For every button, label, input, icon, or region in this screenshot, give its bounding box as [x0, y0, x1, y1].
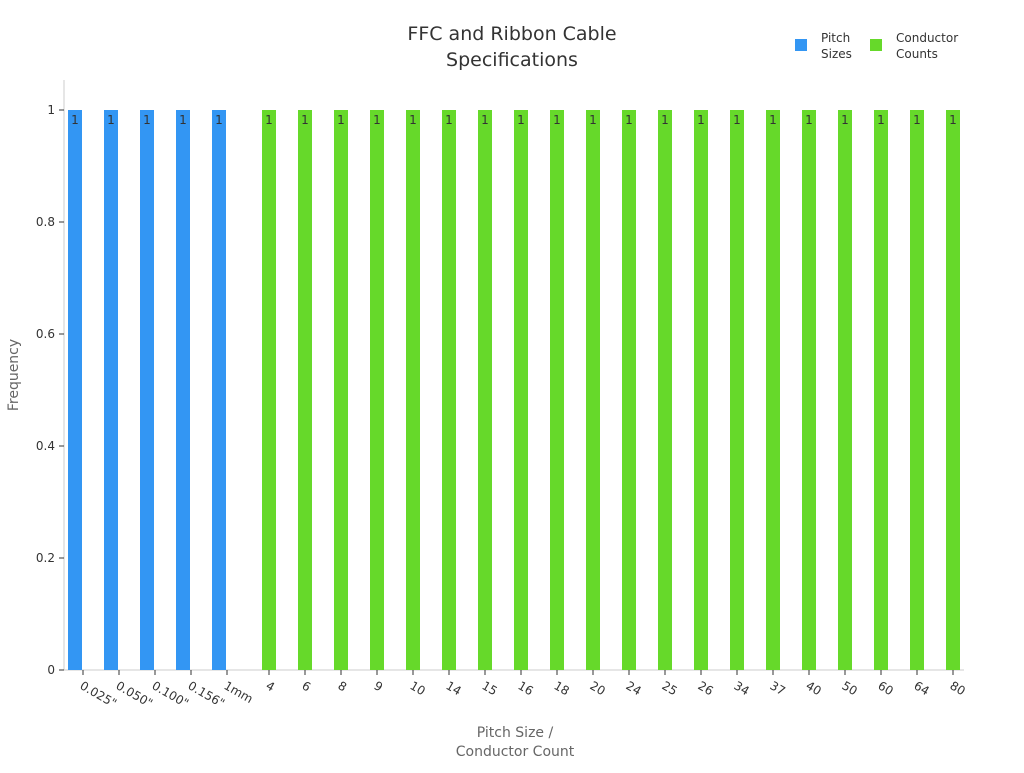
x-tick-label: 0.100"	[150, 678, 192, 710]
bar-conductor-count[interactable]	[478, 110, 492, 670]
bar-value-label: 1	[949, 113, 957, 127]
bar-conductor-count[interactable]	[622, 110, 636, 670]
bar-value-label: 1	[661, 113, 669, 127]
chart-title-line-1: FFC and Ribbon Cable	[407, 23, 616, 45]
x-tick-label: 10	[408, 678, 428, 698]
bar-pitch-size[interactable]	[104, 110, 118, 670]
legend-swatch-conductor-counts	[870, 39, 882, 51]
x-tick-label: 0.156"	[186, 678, 228, 710]
bar-value-label: 1	[143, 113, 151, 127]
y-tick-label: 0.6	[36, 327, 55, 341]
bar-conductor-count[interactable]	[370, 110, 384, 670]
x-tick-label: 0.025"	[78, 678, 120, 710]
x-axis-label-line-1: Pitch Size /	[477, 725, 554, 741]
legend-label-conductor-counts-line-2: Counts	[896, 47, 938, 61]
legend-swatch-pitch-sizes	[795, 39, 807, 51]
x-tick-label: 18	[552, 678, 572, 698]
x-tick-label: 14	[444, 678, 464, 698]
bar-value-label: 1	[553, 113, 561, 127]
bar-value-label: 1	[179, 113, 187, 127]
bar-conductor-count[interactable]	[406, 110, 420, 670]
chart-title-line-2: Specifications	[446, 49, 578, 71]
x-tick-label: 50	[840, 678, 860, 698]
bar-conductor-count[interactable]	[586, 110, 600, 670]
legend-label-pitch-sizes-line-1: Pitch	[821, 31, 850, 45]
x-tick-label: 64	[912, 678, 932, 698]
bar-value-label: 1	[337, 113, 345, 127]
bar-conductor-count[interactable]	[802, 110, 816, 670]
x-tick-label: 15	[480, 678, 500, 698]
y-tick-label: 0	[47, 663, 55, 677]
bar-value-label: 1	[265, 113, 273, 127]
legend-item-pitch-sizes[interactable]: Pitch Sizes	[795, 31, 852, 61]
x-tick-label: 9	[372, 678, 386, 694]
bar-value-label: 1	[445, 113, 453, 127]
bar-conductor-count[interactable]	[946, 110, 960, 670]
bar-conductor-count[interactable]	[730, 110, 744, 670]
bar-value-label: 1	[733, 113, 741, 127]
bar-pitch-size[interactable]	[176, 110, 190, 670]
bar-value-label: 1	[301, 113, 309, 127]
bar-value-label: 1	[589, 113, 597, 127]
x-tick-label: 34	[732, 678, 752, 698]
bar-conductor-count[interactable]	[334, 110, 348, 670]
x-tick-label: 24	[624, 678, 644, 698]
bar-conductor-count[interactable]	[874, 110, 888, 670]
bar-conductor-count[interactable]	[298, 110, 312, 670]
bar-value-label: 1	[107, 113, 115, 127]
bar-value-label: 1	[409, 113, 417, 127]
x-tick-label: 0.050"	[114, 678, 156, 710]
bar-conductor-count[interactable]	[658, 110, 672, 670]
y-tick-label: 0.8	[36, 215, 55, 229]
bar-conductor-count[interactable]	[550, 110, 564, 670]
y-tick-label: 0.4	[36, 439, 55, 453]
bar-conductor-count[interactable]	[262, 110, 276, 670]
bar-value-label: 1	[517, 113, 525, 127]
y-axis-label: Frequency	[6, 339, 22, 411]
bar-value-label: 1	[841, 113, 849, 127]
x-tick-label: 4	[264, 678, 278, 694]
bar-conductor-count[interactable]	[910, 110, 924, 670]
legend-label-pitch-sizes-line-2: Sizes	[821, 47, 852, 61]
bar-conductor-count[interactable]	[442, 110, 456, 670]
bar-conductor-count[interactable]	[694, 110, 708, 670]
x-tick-label: 37	[768, 678, 788, 698]
x-tick-label: 40	[804, 678, 824, 698]
legend: Pitch Sizes Conductor Counts	[795, 31, 958, 61]
x-tick-label: 20	[588, 678, 608, 698]
x-tick-label: 6	[300, 678, 314, 694]
bar-pitch-size[interactable]	[212, 110, 226, 670]
bar-value-label: 1	[913, 113, 921, 127]
bar-pitch-size[interactable]	[68, 110, 82, 670]
legend-item-conductor-counts[interactable]: Conductor Counts	[870, 31, 958, 61]
x-tick-label: 8	[336, 678, 350, 694]
y-tick-label: 1	[47, 103, 55, 117]
x-tick-label: 26	[696, 678, 716, 698]
x-tick-label: 25	[660, 678, 680, 698]
bar-value-label: 1	[697, 113, 705, 127]
x-tick-label: 16	[516, 678, 536, 698]
legend-label-conductor-counts-line-1: Conductor	[896, 31, 958, 45]
bar-value-label: 1	[769, 113, 777, 127]
y-tick-label: 0.2	[36, 551, 55, 565]
plot-area: 0 0.2 0.4 0.6 0.8 1 1 0.025" 1 0.050" 1 0.100" 1 0.15…	[36, 80, 968, 711]
bar-pitch-size[interactable]	[140, 110, 154, 670]
bar-conductor-count[interactable]	[514, 110, 528, 670]
x-tick-label: 60	[876, 678, 896, 698]
bar-conductor-count[interactable]	[766, 110, 780, 670]
bar-value-label: 1	[71, 113, 79, 127]
bar-value-label: 1	[481, 113, 489, 127]
bar-value-label: 1	[215, 113, 223, 127]
x-tick-label: 80	[948, 678, 968, 698]
bar-value-label: 1	[877, 113, 885, 127]
x-tick-label: 1mm	[222, 678, 256, 706]
bar-value-label: 1	[373, 113, 381, 127]
bar-value-label: 1	[625, 113, 633, 127]
bar-conductor-count[interactable]	[838, 110, 852, 670]
bar-value-label: 1	[805, 113, 813, 127]
x-axis-label-line-2: Conductor Count	[456, 744, 575, 760]
